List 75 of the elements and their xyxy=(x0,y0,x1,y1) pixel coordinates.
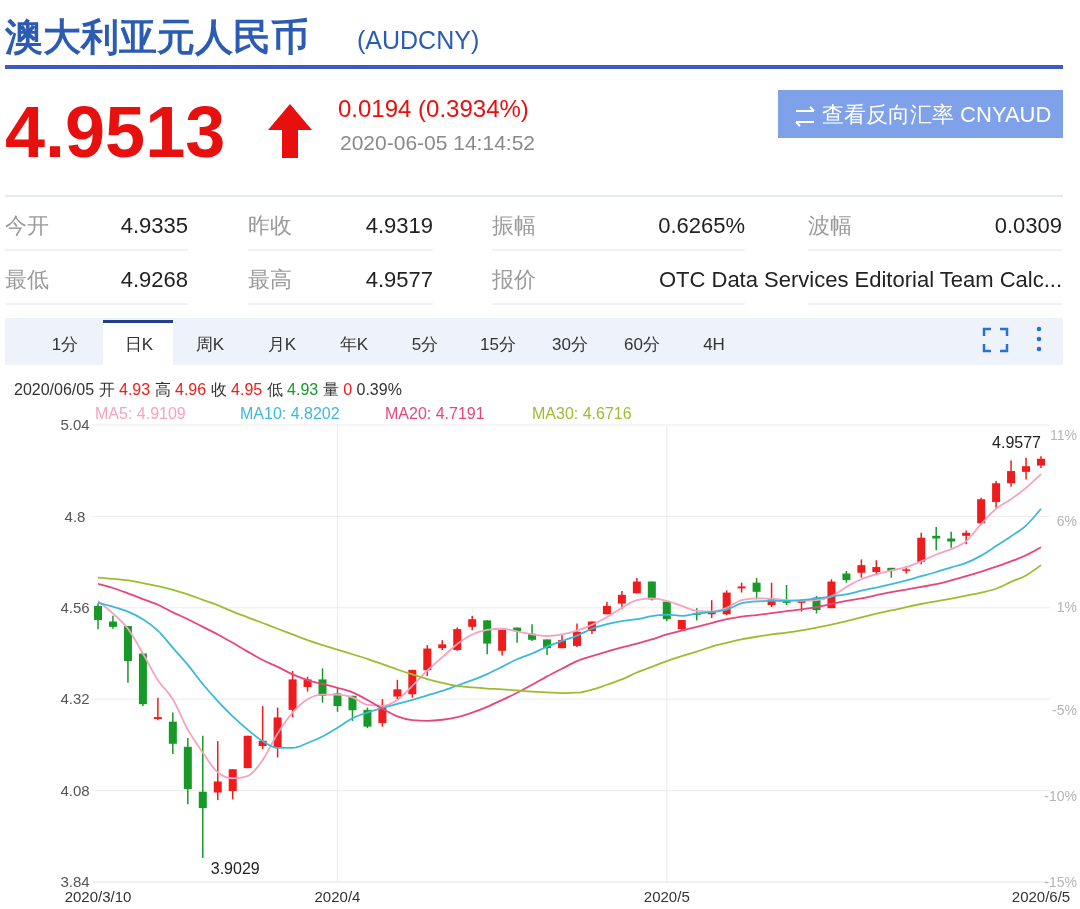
line-series xyxy=(97,564,1042,695)
y-tick-label: 5.04 xyxy=(60,416,90,434)
candlestick xyxy=(198,735,207,859)
text: 5分 xyxy=(411,335,439,354)
y-tick-label: 4.32 xyxy=(60,690,90,708)
candlestick xyxy=(1022,457,1031,481)
text: 最高 xyxy=(248,267,292,292)
text: 4.9335 xyxy=(120,213,188,238)
text: 日K xyxy=(124,335,154,354)
candlestick xyxy=(857,558,866,579)
candlestick xyxy=(483,619,492,656)
y2-tick-label: 6% xyxy=(1056,513,1077,530)
candlestick xyxy=(947,530,956,549)
y2-tick-label: 1% xyxy=(1056,599,1077,616)
text: MA10: 4.8202 xyxy=(240,405,340,422)
candlestick xyxy=(423,644,432,677)
y2-tick-label: -5% xyxy=(1052,702,1077,719)
text: 最低 xyxy=(5,267,49,292)
candlestick xyxy=(153,696,162,721)
y-tick-label: 4.08 xyxy=(60,781,90,799)
candlestick xyxy=(617,590,626,611)
y-tick-label: 4.8 xyxy=(64,507,86,525)
text: 月K xyxy=(267,335,297,354)
y-tick-label: 4.56 xyxy=(60,599,90,617)
text: 4.9268 xyxy=(120,267,188,292)
y2-tick-label: -10% xyxy=(1044,788,1077,804)
text: 报价 xyxy=(491,267,536,292)
text: 2020-06-05 14:14:52 xyxy=(340,131,535,154)
text: 30分 xyxy=(552,335,588,354)
y-tick-label: 3.84 xyxy=(60,873,90,891)
text: 1分 xyxy=(51,335,79,354)
text: 波幅 xyxy=(808,213,852,238)
text: 今开 xyxy=(5,213,49,238)
y2-tick-label: -15% xyxy=(1044,873,1077,890)
candlestick xyxy=(917,532,926,566)
text: MA5: 4.9109 xyxy=(95,405,186,422)
x-tick-label: 2020/3/10 xyxy=(64,888,132,906)
text: 昨收 xyxy=(248,213,292,238)
text: 0.0309 xyxy=(994,213,1062,238)
x-tick-label: 2020/4 xyxy=(314,888,361,906)
text: 4.9319 xyxy=(365,213,433,238)
candlestick xyxy=(498,628,507,657)
candlestick xyxy=(992,480,1001,509)
candlestick xyxy=(228,768,237,801)
candlestick xyxy=(1007,459,1016,488)
x-tick-label: 2020/6/5 xyxy=(1011,888,1071,906)
x-tick-label: 2020/5 xyxy=(643,888,690,906)
candlestick xyxy=(168,711,177,755)
text: 0.0194 (0.3934%) xyxy=(338,95,529,122)
text: 年K xyxy=(339,335,369,354)
candlestick xyxy=(213,740,222,801)
annotation: 3.9029 xyxy=(210,860,260,878)
text: MA20: 4.7191 xyxy=(385,405,485,422)
y2-tick-label: 11% xyxy=(1050,427,1077,444)
text: 4H xyxy=(703,335,725,354)
line-series xyxy=(97,507,1042,749)
text: 周K xyxy=(195,335,225,354)
text: OTC Data Services Editorial Team Calc... xyxy=(658,267,1062,292)
candlestick xyxy=(393,679,402,700)
candlestick xyxy=(363,706,372,729)
text: 4.9513 xyxy=(5,92,226,172)
text: 查看反向汇率 CNYAUD xyxy=(822,102,1052,127)
text: MA30: 4.6716 xyxy=(532,405,632,422)
text: 4.9577 xyxy=(365,267,433,292)
text: 60分 xyxy=(624,335,660,354)
chart-subtitle: (AUDCNY) xyxy=(357,26,480,54)
text: 振幅 xyxy=(492,213,536,238)
chart-title: 澳大利亚元人民币 xyxy=(4,16,309,58)
text: 0.6265% xyxy=(658,213,745,238)
line-series xyxy=(97,546,1042,722)
text: 15分 xyxy=(480,335,516,354)
text: 2020/06/05 开 4.93 高 4.96 收 4.95 低 4.93 量 0 0.39% xyxy=(14,381,402,398)
annotation: 4.9577 xyxy=(992,434,1042,452)
candlestick xyxy=(977,496,986,526)
candlestick xyxy=(94,602,102,630)
